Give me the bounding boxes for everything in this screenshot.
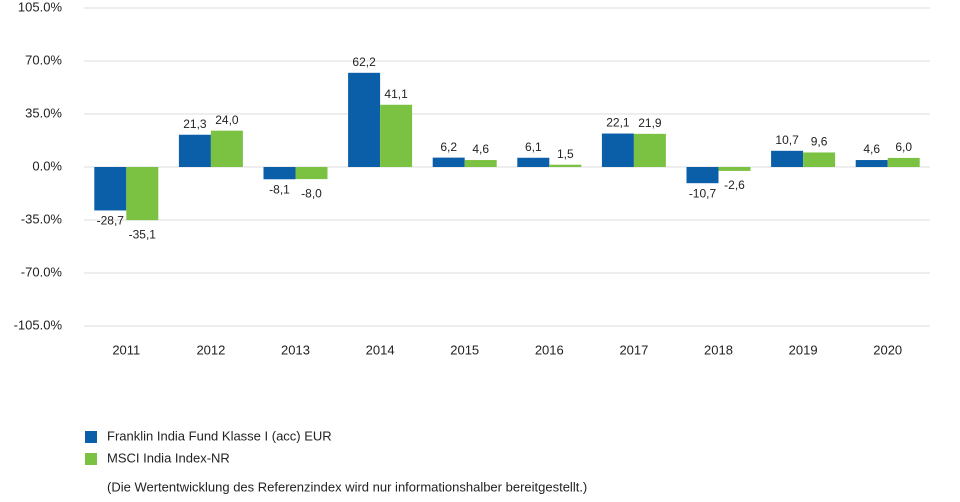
bar [855,160,888,167]
x-tick-label: 2013 [281,342,310,357]
data-label: 41,1 [384,87,408,101]
y-tick-label: -35.0% [21,211,63,226]
bar [549,164,582,167]
x-tick-label: 2017 [619,342,648,357]
x-tick-label: 2014 [366,342,395,357]
legend-label: Franklin India Fund Klasse I (acc) EUR [107,428,332,443]
data-label: 6,0 [895,140,912,154]
x-tick-label: 2012 [196,342,225,357]
bar [718,167,751,171]
data-label: 4,6 [863,142,880,156]
legend-label: MSCI India Index-NR [107,450,230,465]
data-label: -8,0 [301,186,322,200]
data-label: 1,5 [557,147,574,161]
bar [295,167,328,180]
bar [633,133,666,167]
bar [601,133,634,167]
legend-swatch [85,453,97,465]
y-tick-label: -105.0% [14,317,63,332]
bar [686,167,719,184]
y-tick-label: 0.0% [32,158,62,173]
legend-swatch [85,431,97,443]
x-tick-label: 2015 [450,342,479,357]
bar [380,104,413,167]
x-tick-label: 2011 [112,342,140,357]
x-tick-label: 2019 [789,342,818,357]
data-label: -28,7 [97,214,125,228]
data-label: 21,9 [638,116,662,130]
data-label: 6,1 [525,140,542,154]
bar [178,134,211,167]
data-label: 10,7 [775,133,799,147]
x-tick-label: 2016 [535,342,564,357]
bar [94,167,127,211]
bar [126,167,159,221]
data-label: 22,1 [606,116,630,130]
data-label: 9,6 [811,135,828,149]
data-label: 4,6 [472,142,489,156]
bar [464,160,497,167]
bar [517,157,550,167]
data-label: 21,3 [183,117,207,131]
data-label: -2,6 [724,178,745,192]
data-label: -35,1 [129,227,157,241]
y-tick-label: -70.0% [21,264,63,279]
y-tick-label: 70.0% [25,52,62,67]
x-tick-label: 2018 [704,342,733,357]
data-label: 6,2 [440,140,457,154]
bar [803,152,836,167]
bar [210,130,243,167]
x-tick-label: 2020 [873,342,902,357]
y-tick-label: 35.0% [25,105,62,120]
bar [887,157,920,167]
data-label: 24,0 [215,113,239,127]
data-label: -10,7 [689,186,717,200]
bar [348,72,381,167]
bar [263,167,296,180]
bar [771,150,804,167]
data-label: -8,1 [269,182,290,196]
data-label: 62,2 [352,55,376,69]
bar [432,157,465,167]
note: (Die Wertentwicklung des Referenzindex w… [107,479,587,494]
y-tick-label: 105.0% [18,0,63,14]
